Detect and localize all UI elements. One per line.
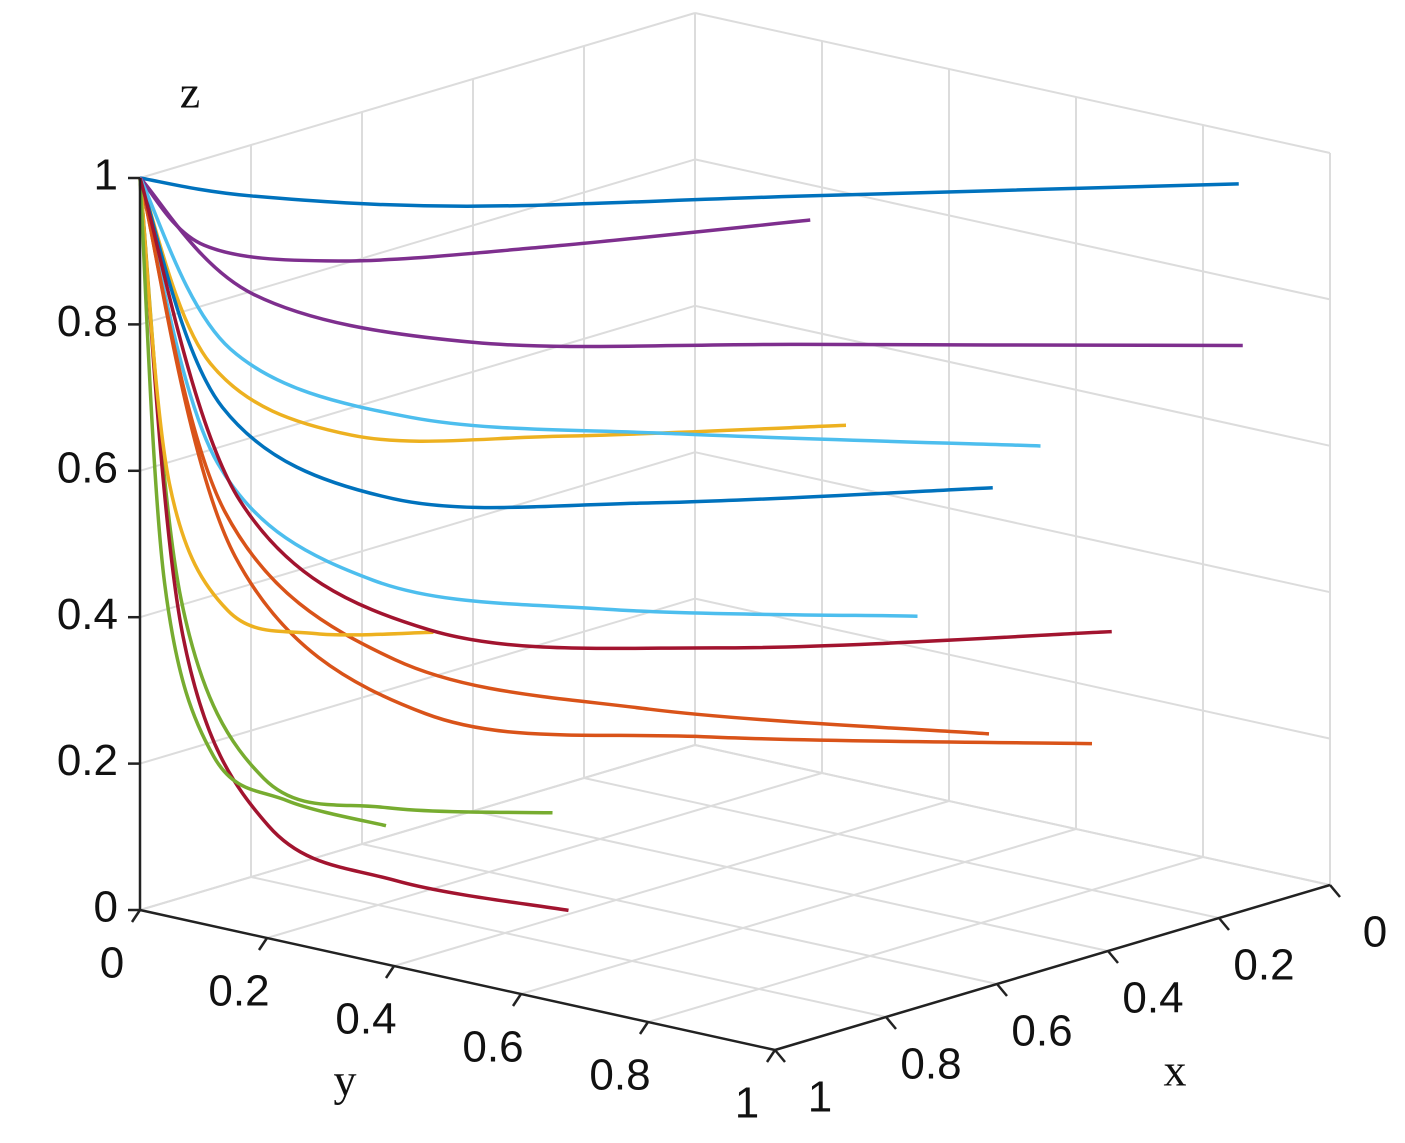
- trajectories: [138, 176, 1243, 913]
- x-tick: [1107, 950, 1119, 964]
- grid-line: [139, 597, 696, 765]
- y-axis: [139, 908, 776, 1052]
- x-axis: [774, 883, 1331, 1052]
- y-tick-label: 0.4: [335, 995, 396, 1044]
- grid-line: [361, 843, 998, 985]
- grid-line: [583, 777, 1220, 919]
- x-axis-label: x: [1164, 1045, 1187, 1096]
- grid-line: [472, 810, 1109, 952]
- z-tick-label: 0.6: [57, 443, 118, 492]
- z-tick-label: 0.4: [57, 590, 118, 639]
- y-axis-label: y: [334, 1055, 357, 1106]
- grid-line: [694, 158, 1331, 301]
- x-tick: [996, 983, 1008, 997]
- grid-line: [694, 12, 1331, 154]
- grid-line: [694, 451, 1331, 594]
- grid-line: [139, 12, 696, 179]
- grid-line: [694, 304, 1331, 447]
- trajectory: [138, 176, 1243, 349]
- grid-line: [647, 856, 1204, 1023]
- grid-line: [694, 597, 1331, 740]
- z-tick-label: 1: [94, 151, 118, 200]
- z-tick-label: 0: [94, 883, 118, 932]
- trajectory: [138, 177, 1041, 448]
- grid-line: [520, 828, 1077, 995]
- trajectory: [139, 176, 1239, 208]
- x-tick-label: 0.2: [1233, 941, 1294, 990]
- trajectory: [138, 177, 993, 510]
- x-tick: [885, 1016, 897, 1030]
- trajectory: [138, 177, 434, 637]
- z-axis-label: z: [180, 67, 200, 118]
- grid-line: [393, 800, 950, 967]
- x-tick: [1329, 884, 1341, 898]
- y-tick-label: 0.2: [208, 967, 269, 1016]
- z-tick-label: 0.2: [57, 736, 118, 785]
- trajectory: [138, 176, 811, 263]
- y-tick: [257, 937, 269, 951]
- x-tick-label: 0: [1363, 908, 1387, 957]
- y-tick: [384, 965, 396, 979]
- grid-line: [694, 744, 1331, 886]
- y-tick: [511, 993, 523, 1007]
- trajectory: [138, 177, 990, 736]
- x-tick-label: 0.8: [900, 1040, 961, 1089]
- y-tick-label: 1: [735, 1079, 759, 1128]
- grid-line: [139, 451, 696, 619]
- trajectory: [138, 177, 1093, 746]
- grid-line: [139, 744, 696, 911]
- y-tick-label: 0.6: [462, 1023, 523, 1072]
- grid-line: [139, 158, 696, 326]
- grid-line: [266, 772, 823, 939]
- trajectory: [138, 177, 1112, 651]
- trajectory: [138, 177, 553, 815]
- x-tick-label: 1: [808, 1073, 832, 1122]
- x-tick: [774, 1049, 786, 1063]
- x-tick-label: 0.6: [1011, 1007, 1072, 1056]
- trajectory: [138, 177, 569, 913]
- y-tick: [765, 1049, 777, 1063]
- z-tick-label: 0.8: [57, 297, 118, 346]
- grid-line: [250, 876, 887, 1018]
- trajectory: [138, 177, 847, 443]
- grid: [139, 12, 1331, 1051]
- y-tick: [638, 1021, 650, 1035]
- trajectory: [138, 177, 918, 618]
- grid-line: [139, 304, 696, 472]
- x-tick-label: 0.4: [1122, 974, 1183, 1023]
- x-tick: [1218, 917, 1230, 931]
- y-tick: [130, 909, 142, 923]
- y-tick-label: 0.8: [589, 1051, 650, 1100]
- y-tick-label: 0: [100, 939, 124, 988]
- trajectory: [138, 177, 387, 828]
- axes: 0 0.2 0.4 0.6 0.8 1 0 0.2 0.4 0.6 0.8 1 0 0.2 0.4 0.6 0.…: [57, 151, 1387, 1128]
